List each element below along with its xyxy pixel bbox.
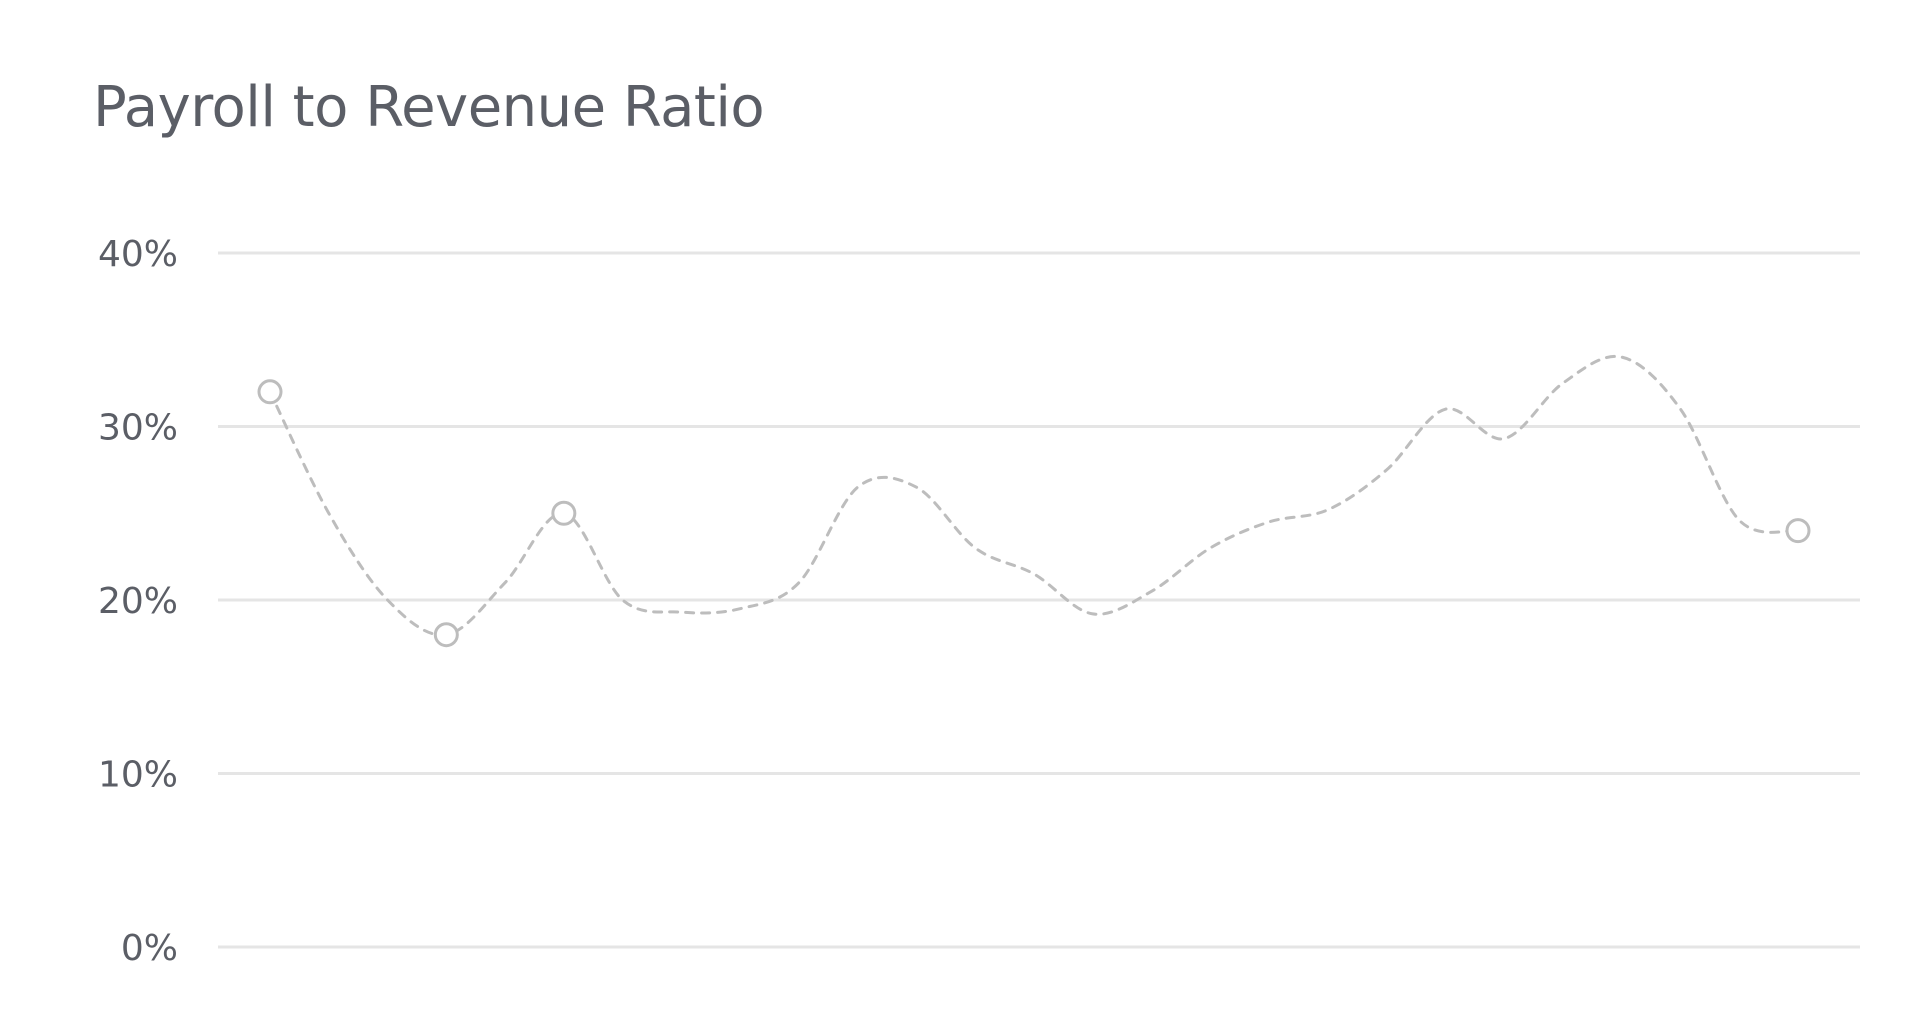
- y-axis-ticks: 0% 10% 20% 30% 40%: [98, 234, 178, 969]
- chart-title: Payroll to Revenue Ratio: [93, 75, 765, 140]
- y-tick-label: 0%: [121, 928, 178, 969]
- series-line: [268, 354, 1800, 637]
- data-point-marker: [551, 500, 577, 526]
- data-point-marker: [257, 379, 283, 405]
- y-tick-label: 40%: [98, 234, 178, 275]
- data-point-marker: [1785, 518, 1811, 544]
- y-tick-label: 10%: [98, 755, 178, 796]
- y-tick-label: 30%: [98, 408, 178, 449]
- grid-lines: [218, 251, 1860, 949]
- series-layer: [268, 354, 1800, 637]
- data-point-marker: [433, 622, 459, 648]
- y-tick-label: 20%: [98, 581, 178, 622]
- markers-layer: [257, 379, 1811, 648]
